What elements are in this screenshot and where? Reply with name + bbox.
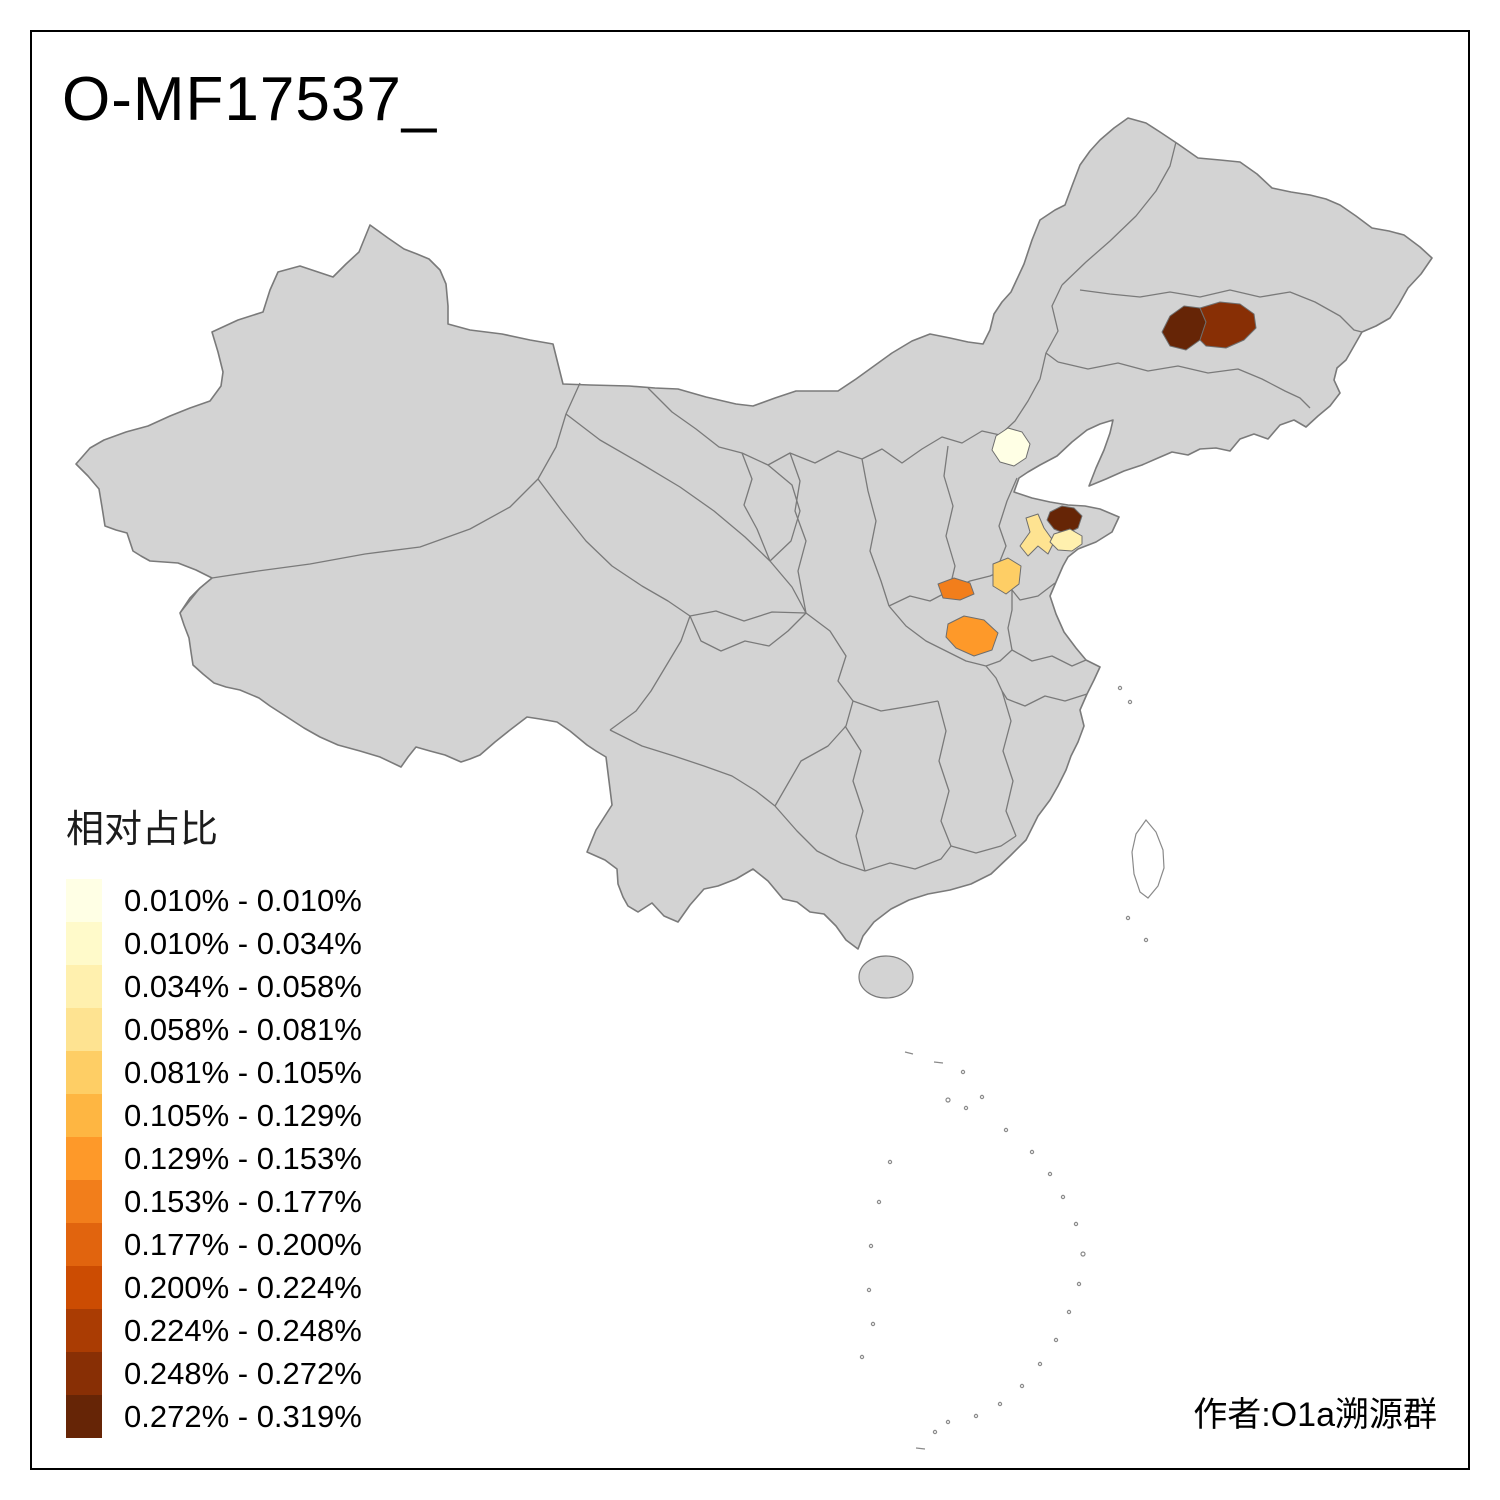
legend-swatch	[66, 965, 102, 1008]
legend-row: 0.081% - 0.105%	[66, 1051, 362, 1094]
legend-label: 0.248% - 0.272%	[124, 1355, 362, 1391]
legend: 相对占比 0.010% - 0.010% 0.010% - 0.034% 0.034…	[66, 798, 362, 1438]
legend-row: 0.129% - 0.153%	[66, 1137, 362, 1180]
legend-swatch	[66, 879, 102, 922]
hainan-island	[858, 955, 914, 999]
legend-swatch	[66, 1395, 102, 1438]
map-region-henan-central[interactable]	[945, 615, 999, 657]
legend-swatch	[66, 1094, 102, 1137]
legend-swatch	[66, 1008, 102, 1051]
map-region-shandong-north[interactable]	[1046, 505, 1083, 535]
legend-row: 0.224% - 0.248%	[66, 1309, 362, 1352]
legend-title: 相对占比	[66, 809, 219, 851]
legend-row: 0.200% - 0.224%	[66, 1266, 362, 1309]
legend-label: 0.272% - 0.319%	[124, 1398, 362, 1434]
legend-row: 0.010% - 0.034%	[66, 922, 362, 965]
legend-label: 0.153% - 0.177%	[124, 1183, 362, 1219]
map-region-shandong-southwest[interactable]	[992, 557, 1022, 595]
legend-label: 0.010% - 0.034%	[124, 925, 362, 961]
legend-swatch	[66, 1352, 102, 1395]
legend-row: 0.034% - 0.058%	[66, 965, 362, 1008]
legend-row: 0.010% - 0.010%	[66, 879, 362, 922]
highlighted-regions	[937, 301, 1257, 657]
attribution: 作者:O1a溯源群	[1193, 1396, 1437, 1434]
legend-label: 0.058% - 0.081%	[124, 1011, 362, 1047]
legend-swatch	[66, 1051, 102, 1094]
map-region-henan-north[interactable]	[937, 577, 975, 601]
legend-label: 0.105% - 0.129%	[124, 1097, 362, 1133]
legend-row: 0.153% - 0.177%	[66, 1180, 362, 1223]
legend-swatch	[66, 1266, 102, 1309]
province-boundaries	[179, 141, 1363, 872]
legend-label: 0.224% - 0.248%	[124, 1312, 362, 1348]
legend-row: 0.105% - 0.129%	[66, 1094, 362, 1137]
legend-label: 0.034% - 0.058%	[124, 968, 362, 1004]
map-region-beijing-area[interactable]	[991, 427, 1031, 467]
legend-label: 0.010% - 0.010%	[124, 882, 362, 918]
china-mainland	[75, 117, 1433, 950]
legend-swatch	[66, 1309, 102, 1352]
map-region-shandong-central[interactable]	[1019, 513, 1055, 557]
legend-swatch	[66, 1223, 102, 1266]
south-china-sea-islands	[859, 685, 1149, 1450]
legend-row: 0.058% - 0.081%	[66, 1008, 362, 1051]
map-region-shandong-east[interactable]	[1049, 528, 1083, 552]
legend-label: 0.177% - 0.200%	[124, 1226, 362, 1262]
map-title: O-MF17537_	[62, 65, 438, 134]
taiwan-island	[1131, 819, 1165, 899]
legend-label: 0.081% - 0.105%	[124, 1054, 362, 1090]
legend-row: 0.272% - 0.319%	[66, 1395, 362, 1438]
legend-label: 0.200% - 0.224%	[124, 1269, 362, 1305]
legend-rows: 0.010% - 0.010% 0.010% - 0.034% 0.034% - 0…	[66, 879, 362, 1438]
legend-row: 0.177% - 0.200%	[66, 1223, 362, 1266]
map-region-northeast-east[interactable]	[1199, 301, 1257, 349]
legend-swatch	[66, 1137, 102, 1180]
legend-label: 0.129% - 0.153%	[124, 1140, 362, 1176]
legend-swatch	[66, 1180, 102, 1223]
legend-row: 0.248% - 0.272%	[66, 1352, 362, 1395]
legend-swatch	[66, 922, 102, 965]
